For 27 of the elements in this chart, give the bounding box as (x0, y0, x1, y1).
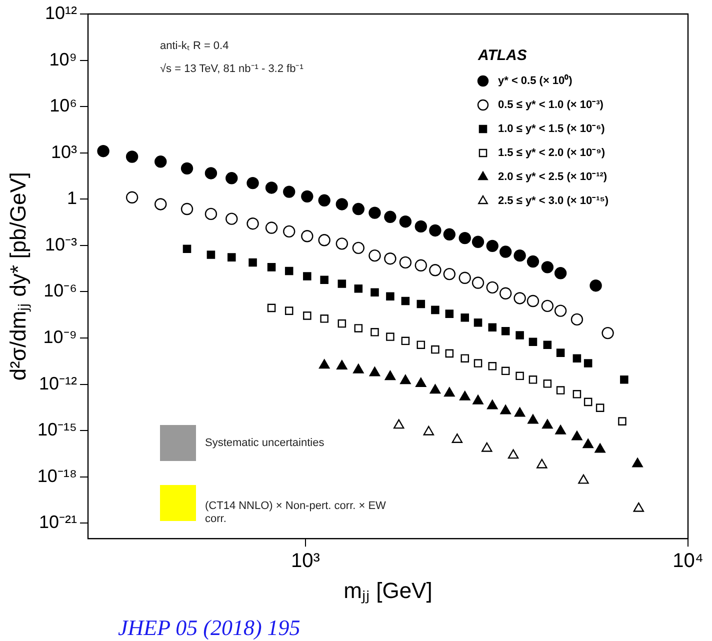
y-tick-label: 10⁻¹² (38, 373, 78, 394)
legend-label: 1.5 ≤ y* < 2.0 (× 10⁻⁹) (498, 147, 606, 160)
y-tick-label: 10⁻²¹ (38, 512, 78, 532)
legend-title: ATLAS (477, 47, 527, 64)
y-tick-label: 10⁹ (49, 49, 78, 70)
legend-label: 1.0 ≤ y* < 1.5 (× 10⁻⁶) (498, 123, 606, 136)
legend-label: 2.0 ≤ y* < 2.5 (× 10⁻¹²) (498, 171, 608, 184)
y-tick-label: 10⁶ (50, 96, 78, 116)
x-axis-title: mⱼⱼ [GeV] (344, 578, 432, 604)
annotation: Systematic uncertainties (205, 437, 324, 450)
legend-label: y* < 0.5 (× 10⁰) (498, 74, 573, 88)
y-axis-title: d²σ/dmⱼⱼ dy* [pb/GeV] (5, 172, 32, 381)
y-tick-label: 1 (66, 188, 78, 208)
y-tick-label: 10⁻⁹ (43, 326, 78, 347)
y-tick-label: 10⁻¹⁸ (37, 466, 78, 486)
y-tick-label: 10³ (50, 142, 78, 162)
y-tick-label: 10⁻¹⁵ (38, 420, 78, 440)
legend-label: 2.5 ≤ y* < 3.0 (× 10⁻¹⁵) (498, 195, 609, 208)
y-tick-label: 10¹² (44, 2, 78, 23)
y-tick-label: 10⁻³ (44, 234, 78, 254)
annotation: (CT14 NNLO) × Non-pert. corr. × EW corr. (205, 500, 387, 526)
text: JHEP 05 (2018) 195 (118, 615, 300, 641)
annotation: √s = 13 TeV, 81 nb⁻¹ - 3.2 fb⁻¹ (160, 63, 304, 76)
y-tick-label: 10⁻⁶ (44, 280, 78, 301)
legend-label: 0.5 ≤ y* < 1.0 (× 10⁻³) (498, 99, 604, 112)
x-tick-label: 10⁴ (672, 550, 704, 572)
annotation: anti-kₜ R = 0.4 (160, 40, 229, 53)
